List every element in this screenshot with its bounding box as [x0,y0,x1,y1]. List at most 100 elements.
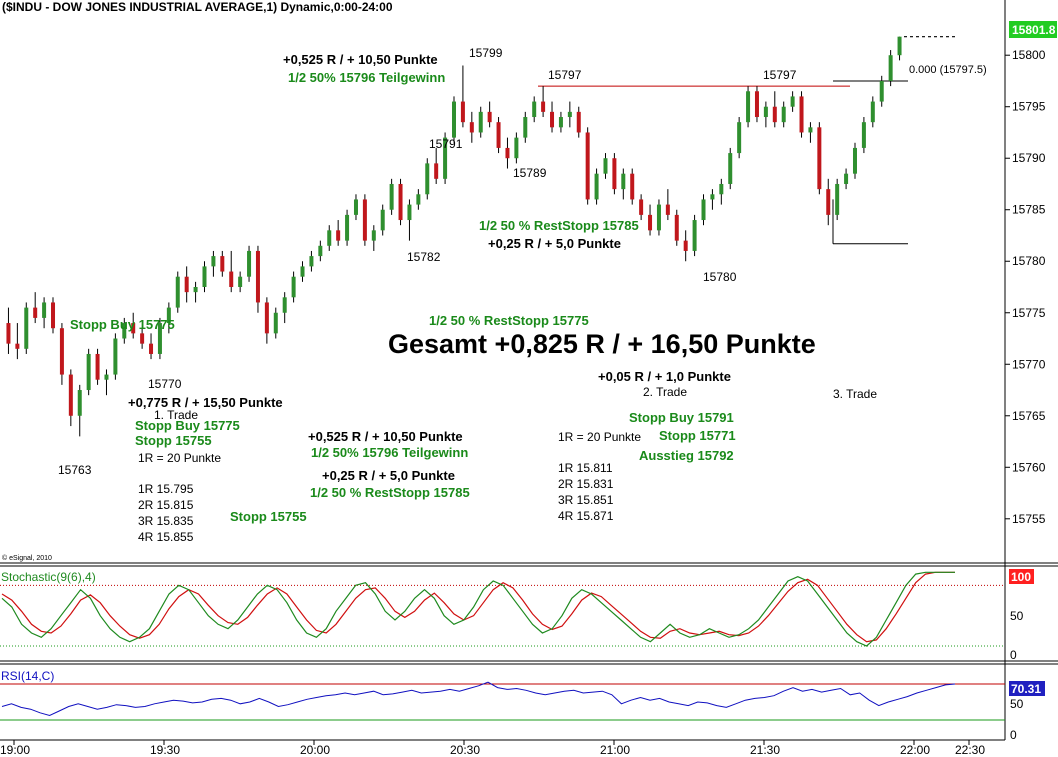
candle-body [336,230,341,241]
candle-body [710,194,715,200]
candle-body [781,106,786,123]
candle-body [870,101,875,123]
candle-body [362,199,367,241]
candle-body [728,153,733,184]
candle-body [790,96,795,107]
candle-body [202,266,207,287]
price-tick-label: 15785 [1012,203,1046,217]
candle-body [852,147,857,174]
candle-body [398,183,403,221]
candle-body [541,101,546,112]
candle-body [469,122,474,133]
candle-body [318,245,323,257]
candle-body [247,250,252,277]
candle-body [238,276,243,287]
price-tick-label: 15780 [1012,254,1046,268]
candle-body [897,36,902,56]
time-tick-label: 20:30 [450,743,480,757]
candle-body [487,111,492,123]
time-tick-label: 19:30 [150,743,180,757]
candle-body [808,127,813,133]
trade1-stopp-note: Stopp 15755 [135,433,212,448]
candle-body [612,158,617,190]
candle-body [140,333,145,344]
price-tick-label: 15770 [1012,357,1046,371]
candle-body [229,271,234,287]
stochastic-indicator [0,571,1005,647]
rsi-tick-0: 0 [1010,728,1017,742]
candle-body [888,55,893,81]
candle-body [15,343,20,349]
candle-body [309,256,314,267]
trade2-4r: 4R 15.871 [558,509,614,523]
candle-body [193,287,198,293]
last-price-value: 15801.8 [1012,23,1056,37]
copyright-label: © eSignal, 2010 [2,554,52,562]
stochastic-value-badge [1009,569,1034,584]
candle-body [550,111,555,128]
candle-body [211,256,216,267]
candle-body [879,80,884,102]
trade2-3r: 3R 15.851 [558,493,614,507]
candle-body [95,353,100,380]
candle-body [532,101,537,118]
low-label-15780: 15780 [703,270,737,284]
candle-body [42,302,47,318]
trade2-r-note: 1R = 20 Punkte [558,430,641,444]
trade1-stopp-buy-note: Stopp Buy 15775 [135,418,240,433]
candle-body [835,183,840,215]
candle-body [585,132,590,200]
candle-body [157,323,162,354]
time-tick-label: 21:00 [600,743,630,757]
price-tick-label: 15795 [1012,100,1046,114]
candle-body [737,122,742,154]
reststopp-upper-result: +0,25 R / + 5,0 Punkte [488,236,621,251]
rsi-tick-50: 50 [1010,697,1024,711]
candle-body [648,214,653,231]
candle-body [434,163,439,179]
stochastic-tick-0: 0 [1010,648,1017,662]
candle-body [514,137,519,159]
candle-body [51,302,56,329]
candle-body [763,106,768,118]
label-15789: 15789 [513,166,547,180]
price-tick-label: 15760 [1012,460,1046,474]
candle-body [255,250,260,303]
candle-body [416,194,421,205]
label-15782: 15782 [407,250,441,264]
stochastic-value: 100 [1011,570,1031,584]
candle-body [371,230,376,241]
candle-body [754,91,759,118]
resistance-label-right: 15797 [763,68,797,82]
candle-body [131,323,136,334]
candle-body [6,323,11,344]
candlestick-series [6,36,902,437]
time-tick-label: 21:30 [750,743,780,757]
price-tick-label: 15775 [1012,306,1046,320]
candle-body [576,111,581,133]
low-label-15770: 15770 [148,377,182,391]
candle-body [380,209,385,231]
candle-body [104,374,109,380]
candle-body [282,297,287,313]
chart-title: ($INDU - DOW JONES INDUSTRIAL AVERAGE,1)… [2,0,393,14]
trade1-r-note: 1R = 20 Punkte [138,451,221,465]
candle-body [799,96,804,133]
low-label-15763: 15763 [58,463,92,477]
last-price-badge [1009,21,1057,38]
candle-body [122,323,127,339]
rsi-value: 70.31 [1011,682,1041,696]
stochastic-tick-50: 50 [1010,609,1024,623]
candle-body [746,91,751,123]
candle-body [175,276,180,308]
candle-body [656,204,661,231]
trade2-2r: 2R 15.831 [558,477,614,491]
candle-body [68,374,73,416]
candle-body [594,173,599,200]
breakout-level-label: 0.000 (15797.5) [909,64,987,76]
candle-body [844,173,849,184]
candle-body [327,230,332,246]
candle-body [567,111,572,118]
candle-body [630,173,635,200]
